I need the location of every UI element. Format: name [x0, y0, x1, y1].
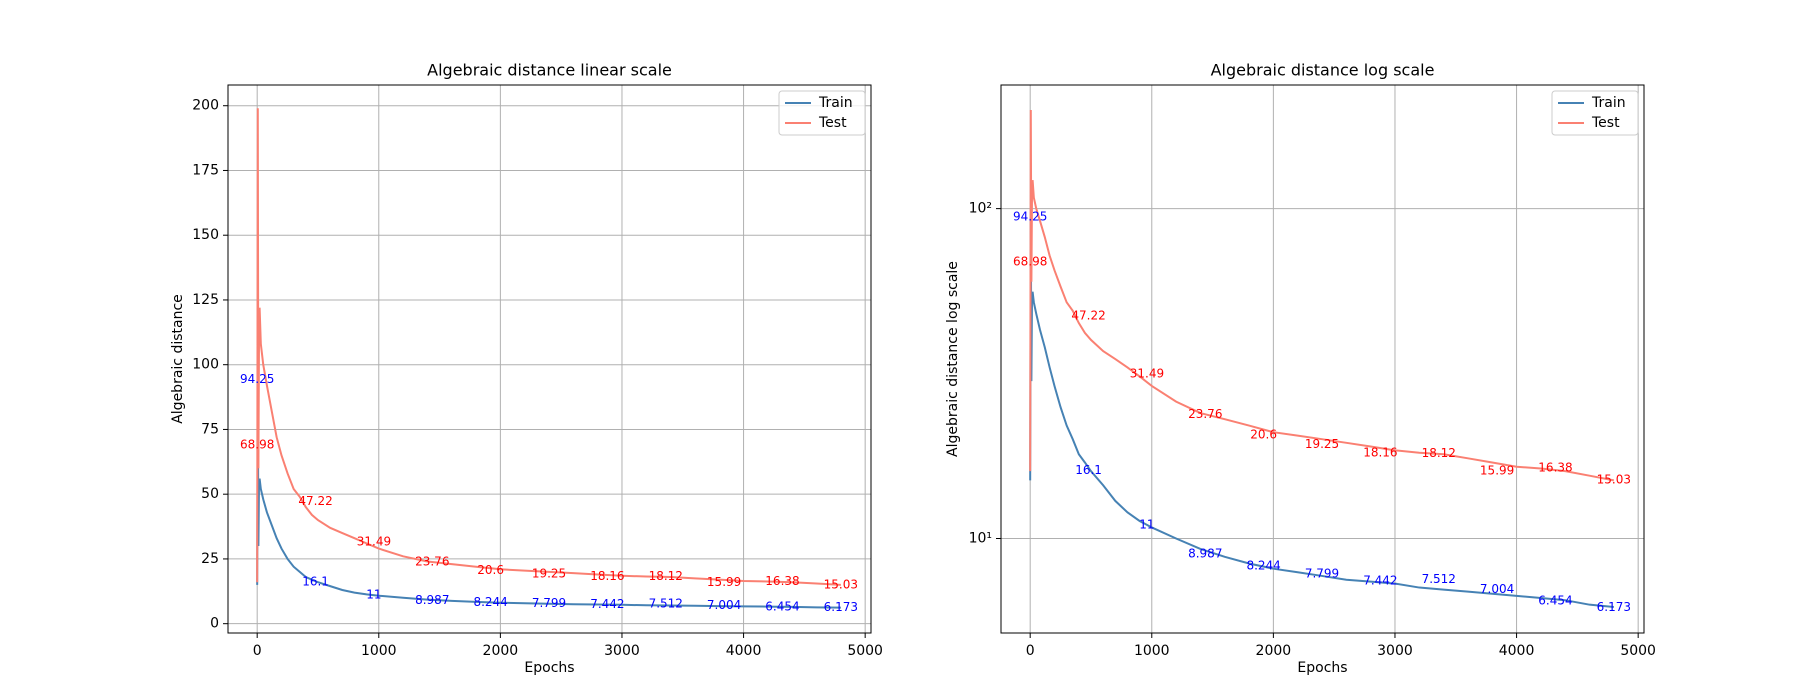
y-tick-label: 200: [192, 98, 219, 114]
value-label: 15.03: [824, 577, 858, 591]
value-label: 6.454: [1538, 594, 1572, 608]
value-label: 94.25: [240, 372, 274, 386]
value-label: 19.25: [532, 566, 566, 580]
x-tick-label: 4000: [726, 643, 762, 659]
value-label: 18.16: [590, 569, 624, 583]
x-tick-label: 2000: [483, 643, 519, 659]
y-axis-label: Algebraic distance: [170, 294, 186, 424]
x-tick-label: 3000: [604, 643, 640, 659]
series-line: [256, 108, 841, 586]
value-label: 31.49: [1130, 367, 1164, 381]
value-label: 7.442: [590, 597, 624, 611]
x-tick-label: 1000: [1134, 643, 1170, 659]
value-label: 18.12: [1422, 446, 1456, 460]
value-label: 8.987: [1188, 546, 1222, 560]
value-label: 7.004: [1480, 582, 1514, 596]
y-tick-label: 100: [192, 357, 219, 373]
value-label: 6.173: [824, 600, 858, 614]
value-label: 7.442: [1363, 573, 1397, 587]
legend-label: Test: [818, 115, 847, 131]
value-label: 6.454: [765, 599, 799, 613]
value-label: 31.49: [357, 535, 391, 549]
x-tick-label: 0: [253, 643, 262, 659]
value-label: 8.244: [1246, 559, 1280, 573]
value-label: 16.1: [1075, 463, 1102, 477]
y-tick-label: 75: [201, 421, 219, 437]
value-label: 16.1: [302, 574, 329, 588]
value-label: 7.004: [707, 598, 741, 612]
value-label: 94.25: [1013, 210, 1047, 224]
x-tick-label: 3000: [1377, 643, 1413, 659]
y-tick-label: 50: [201, 486, 219, 502]
value-label: 18.12: [649, 569, 683, 583]
value-label: 20.6: [1250, 427, 1277, 441]
value-label: 47.22: [1071, 309, 1105, 323]
value-label: 16.38: [1538, 460, 1572, 474]
x-tick-label: 0: [1026, 643, 1035, 659]
value-label: 7.799: [532, 596, 566, 610]
legend-label: Test: [1591, 115, 1620, 131]
y-tick-label: 25: [201, 551, 219, 567]
value-label: 68.98: [1013, 254, 1047, 268]
plot-area: [1029, 110, 1615, 608]
series-line: [1029, 217, 1614, 608]
axes-frame: [227, 84, 872, 634]
value-label: 8.244: [473, 595, 507, 609]
x-axis-label: Epochs: [1297, 660, 1347, 676]
y-tick-label: 10²: [969, 201, 992, 217]
value-label: 7.512: [649, 597, 683, 611]
value-label: 23.76: [415, 555, 449, 569]
value-label: 11: [1139, 517, 1154, 531]
value-label: 8.987: [415, 593, 449, 607]
chart-title: Algebraic distance log scale: [1211, 61, 1435, 80]
x-tick-label: 1000: [361, 643, 397, 659]
value-label: 16.38: [765, 574, 799, 588]
x-tick-label: 4000: [1499, 643, 1535, 659]
value-label: 7.512: [1422, 572, 1456, 586]
subplot: 0 1000 2000 3000 4000 5000 10¹ 10² 94.25 16.1 11 8.…: [945, 61, 1656, 677]
value-label: 15.03: [1597, 473, 1631, 487]
series-line: [256, 380, 841, 609]
x-axis-label: Epochs: [524, 660, 574, 676]
value-label: 7.799: [1305, 567, 1339, 581]
value-label: 68.98: [240, 438, 274, 452]
y-axis-label: Algebraic distance log scale: [945, 261, 961, 457]
x-tick-label: 5000: [847, 643, 883, 659]
legend-label: Train: [1591, 95, 1626, 111]
y-tick-label: 150: [192, 227, 219, 243]
value-label: 11: [366, 588, 381, 602]
value-label: 15.99: [707, 575, 741, 589]
series-line: [1029, 110, 1615, 482]
value-label: 23.76: [1188, 407, 1222, 421]
value-label: 47.22: [298, 494, 332, 508]
axes-frame: [1000, 84, 1645, 634]
value-label: 20.6: [477, 563, 504, 577]
chart-title: Algebraic distance linear scale: [427, 61, 672, 80]
value-label: 6.173: [1597, 600, 1631, 614]
y-tick-label: 125: [192, 292, 219, 308]
value-label: 18.16: [1363, 446, 1397, 460]
y-tick-label: 0: [210, 616, 219, 632]
legend-label: Train: [818, 95, 853, 111]
x-tick-label: 2000: [1256, 643, 1292, 659]
subplot: 0 1000 2000 3000 4000 5000 0 25 50 75 100 125 150 175…: [170, 61, 883, 677]
y-tick-label: 175: [192, 162, 219, 178]
x-tick-label: 5000: [1620, 643, 1656, 659]
plot-area: [256, 108, 841, 609]
y-tick-label: 10¹: [969, 530, 992, 546]
value-label: 15.99: [1480, 464, 1514, 478]
value-label: 19.25: [1305, 437, 1339, 451]
